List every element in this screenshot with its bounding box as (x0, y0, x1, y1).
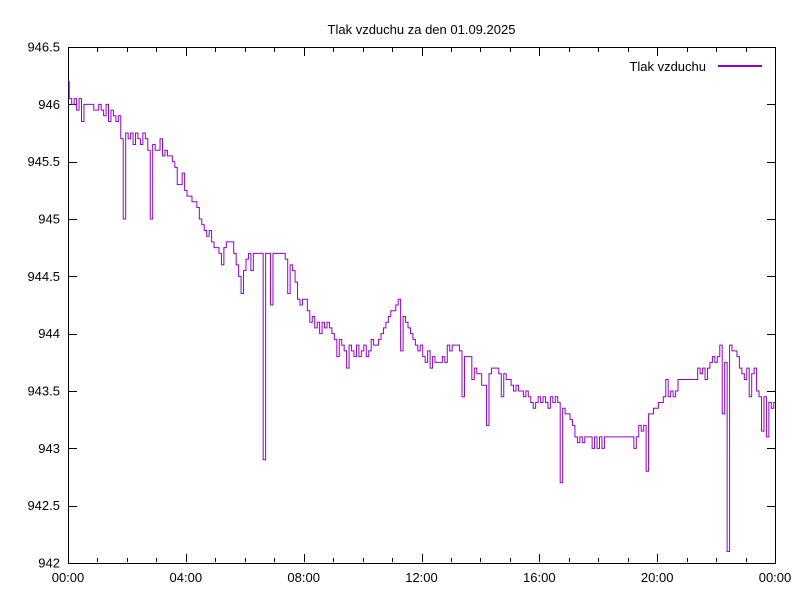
chart-title: Tlak vzduchu za den 01.09.2025 (327, 22, 516, 37)
y-tick-label: 945 (38, 212, 60, 227)
y-tick-label: 943.5 (27, 384, 60, 399)
x-tick-label: 12:00 (405, 570, 438, 585)
y-tick-label: 946 (38, 97, 60, 112)
y-tick-label: 944 (38, 326, 60, 341)
y-tick-label: 946.5 (27, 40, 60, 55)
x-tick-label: 00:00 (759, 570, 792, 585)
x-tick-label: 04:00 (170, 570, 203, 585)
legend-line-sample (718, 65, 762, 67)
x-tick-label: 20:00 (641, 570, 674, 585)
y-tick-label: 942 (38, 556, 60, 571)
y-tick-label: 944.5 (27, 269, 60, 284)
y-tick-label: 942.5 (27, 498, 60, 513)
legend-label: Tlak vzduchu (629, 58, 706, 74)
x-tick-label: 16:00 (523, 570, 556, 585)
y-tick-label: 945.5 (27, 154, 60, 169)
x-tick-label: 08:00 (287, 570, 320, 585)
legend: Tlak vzduchu (629, 58, 762, 74)
plot-border (68, 47, 776, 564)
pressure-line (68, 80, 775, 553)
x-tick-label: 00:00 (52, 570, 85, 585)
y-tick-label: 943 (38, 441, 60, 456)
